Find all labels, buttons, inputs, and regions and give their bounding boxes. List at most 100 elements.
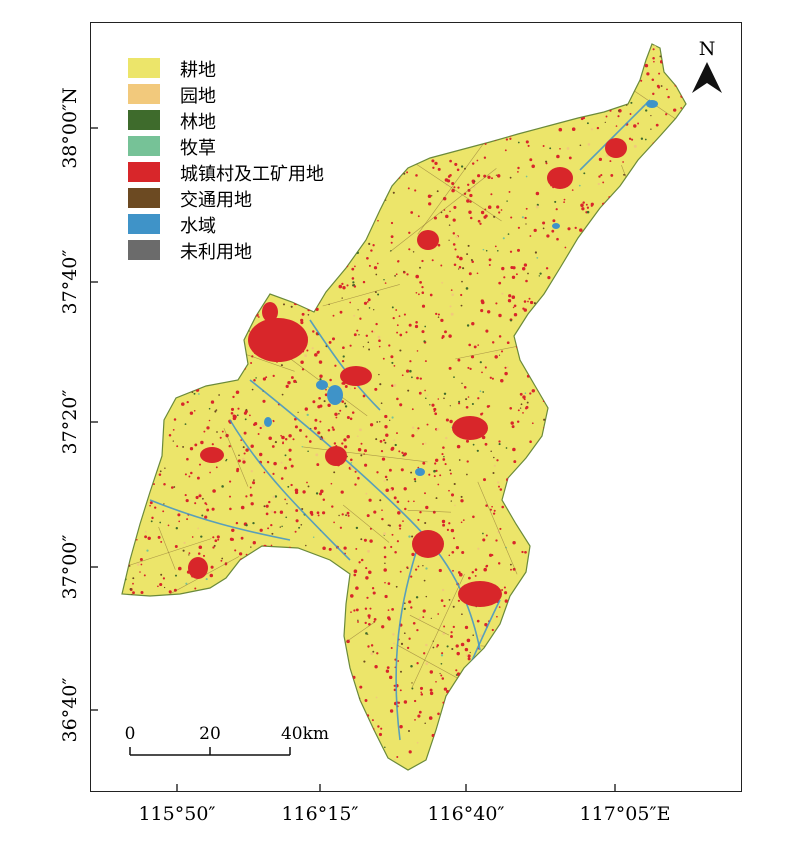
land-parcel (553, 83, 556, 86)
land-parcel (306, 349, 309, 352)
land-parcel (637, 267, 640, 270)
land-parcel (150, 338, 153, 341)
land-parcel (518, 501, 521, 504)
land-parcel (650, 128, 652, 130)
land-parcel (349, 344, 352, 347)
land-parcel (234, 549, 237, 552)
land-parcel (517, 628, 520, 631)
land-parcel (467, 654, 471, 658)
land-parcel (286, 503, 288, 505)
land-parcel (503, 276, 506, 279)
land-parcel (172, 672, 176, 676)
land-parcel (125, 261, 129, 265)
land-parcel (413, 500, 415, 503)
land-parcel (390, 130, 394, 134)
land-parcel (211, 278, 214, 280)
land-parcel (497, 627, 500, 630)
land-parcel (140, 707, 144, 711)
land-parcel (433, 216, 437, 220)
land-parcel (390, 647, 393, 649)
land-parcel (605, 99, 607, 102)
land-parcel (504, 371, 508, 376)
land-parcel (254, 101, 258, 105)
land-parcel (669, 627, 672, 630)
land-parcel (252, 731, 255, 734)
land-parcel (432, 80, 435, 83)
land-parcel (323, 638, 327, 642)
land-parcel (137, 44, 141, 45)
land-parcel (342, 286, 346, 290)
land-parcel (297, 411, 299, 414)
land-parcel (303, 292, 306, 295)
land-parcel (374, 291, 377, 294)
land-parcel (178, 520, 181, 523)
land-parcel (505, 447, 508, 449)
land-parcel (156, 414, 159, 417)
land-parcel (525, 498, 528, 501)
land-parcel (253, 696, 256, 699)
land-parcel (575, 480, 578, 483)
longitude-tick-label: 115°50″ (138, 803, 215, 825)
land-parcel (445, 418, 449, 422)
land-parcel (655, 418, 659, 422)
land-parcel (458, 400, 461, 403)
land-parcel (235, 390, 240, 394)
land-parcel (397, 511, 401, 515)
land-parcel (280, 654, 284, 659)
land-parcel (341, 208, 345, 213)
land-parcel (262, 64, 265, 67)
land-parcel (366, 301, 369, 303)
land-parcel (315, 639, 318, 642)
land-parcel (424, 722, 426, 724)
land-parcel (652, 57, 655, 60)
land-parcel (397, 701, 401, 704)
land-parcel (440, 674, 443, 677)
road-line (595, 441, 651, 481)
land-parcel (133, 597, 138, 602)
land-parcel (213, 544, 216, 547)
land-parcel (411, 552, 415, 557)
land-parcel (336, 589, 338, 592)
land-parcel (642, 414, 646, 418)
land-parcel (453, 186, 456, 189)
land-parcel (216, 704, 221, 708)
land-parcel (133, 461, 136, 464)
land-parcel (324, 393, 328, 397)
urban-area (200, 447, 224, 463)
land-parcel (524, 392, 527, 394)
land-parcel (188, 54, 191, 57)
land-parcel (542, 333, 545, 336)
land-parcel (455, 644, 459, 648)
land-parcel (534, 363, 538, 367)
land-parcel (645, 109, 648, 112)
land-parcel (515, 51, 519, 55)
land-parcel (468, 210, 472, 215)
land-parcel (166, 264, 169, 267)
land-parcel (497, 672, 501, 676)
land-parcel (328, 340, 332, 344)
land-parcel (688, 51, 690, 53)
land-parcel (424, 134, 426, 137)
land-parcel (610, 332, 612, 334)
land-parcel (139, 289, 143, 293)
land-parcel (678, 195, 682, 199)
land-parcel (503, 81, 507, 85)
land-parcel (425, 116, 428, 119)
land-parcel (129, 430, 133, 435)
land-parcel (422, 616, 425, 619)
land-parcel (243, 558, 247, 563)
land-parcel (450, 74, 455, 78)
land-parcel (350, 229, 354, 233)
land-parcel (450, 289, 453, 291)
land-parcel (671, 616, 674, 619)
land-parcel (674, 243, 678, 247)
land-parcel (509, 406, 513, 410)
land-parcel (242, 585, 247, 590)
land-parcel (388, 675, 393, 680)
land-parcel (220, 73, 224, 77)
land-parcel (335, 174, 337, 176)
land-parcel (389, 488, 392, 491)
land-parcel (173, 169, 177, 173)
land-parcel (453, 700, 456, 703)
land-parcel (674, 742, 678, 746)
